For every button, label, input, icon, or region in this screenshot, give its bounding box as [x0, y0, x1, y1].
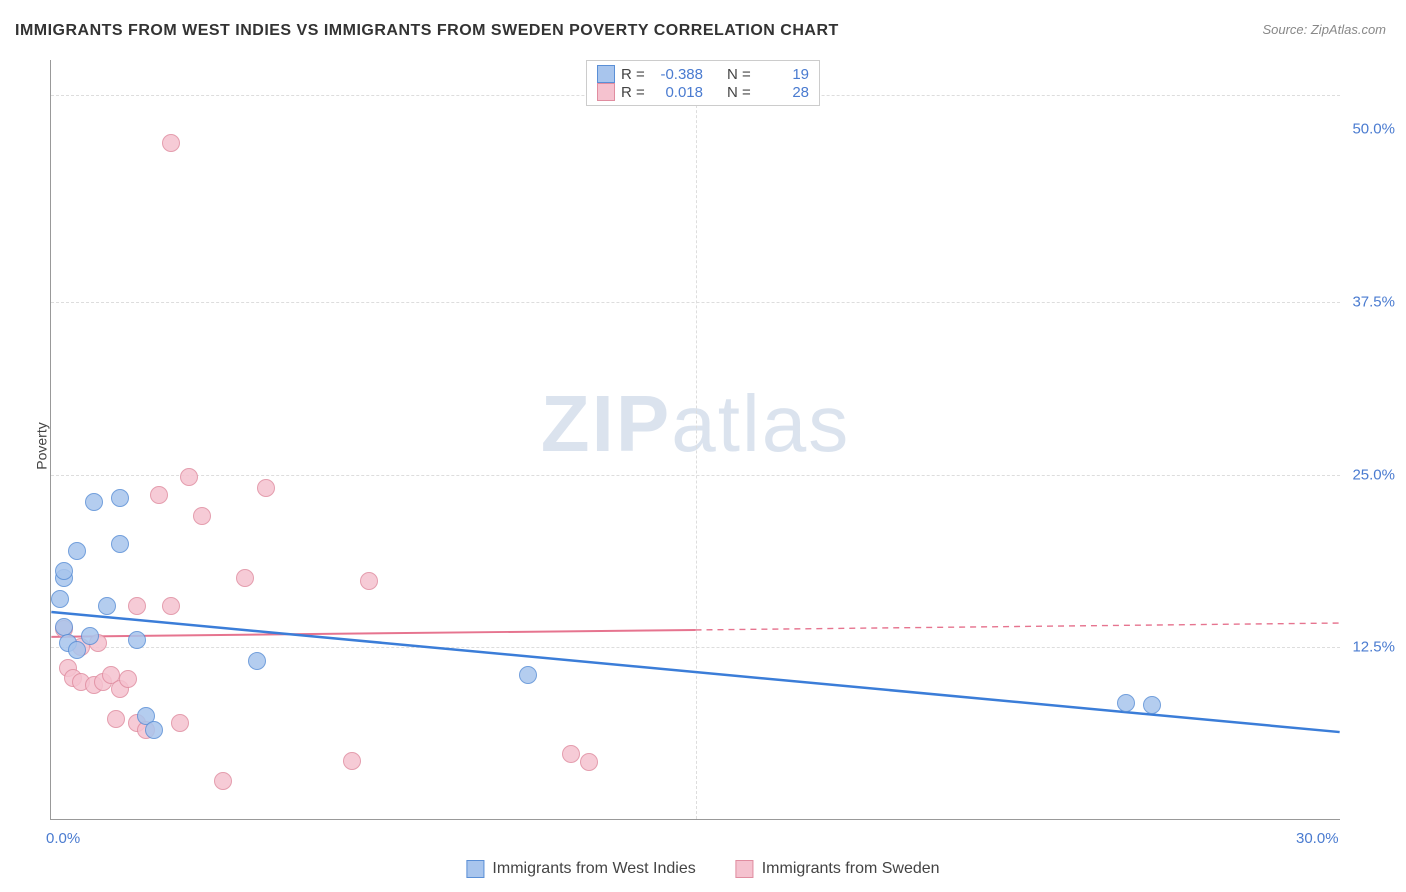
marker-series1 [1143, 696, 1161, 714]
marker-series1 [519, 666, 537, 684]
legend-series: Immigrants from West Indies Immigrants f… [466, 860, 939, 878]
marker-series1 [81, 627, 99, 645]
legend-item-series2: Immigrants from Sweden [736, 860, 940, 878]
legend-row-series1: R = -0.388 N = 19 [597, 65, 809, 83]
marker-series2 [343, 752, 361, 770]
marker-series1 [111, 535, 129, 553]
legend-correlation: R = -0.388 N = 19 R = 0.018 N = 28 [586, 60, 820, 106]
marker-series2 [162, 134, 180, 152]
marker-series1 [55, 562, 73, 580]
marker-series1 [98, 597, 116, 615]
swatch-series1 [597, 65, 615, 83]
source-label: Source: ZipAtlas.com [1262, 22, 1386, 37]
xtick-label: 0.0% [46, 830, 80, 847]
marker-series2 [562, 745, 580, 763]
marker-series2 [214, 772, 232, 790]
marker-series1 [51, 590, 69, 608]
marker-series2 [360, 572, 378, 590]
marker-series2 [162, 597, 180, 615]
marker-series1 [68, 641, 86, 659]
ytick-label: 37.5% [1352, 293, 1395, 310]
chart-title: IMMIGRANTS FROM WEST INDIES VS IMMIGRANT… [15, 22, 839, 40]
marker-series2 [171, 714, 189, 732]
gridline-v [696, 60, 697, 819]
marker-series2 [128, 597, 146, 615]
marker-series2 [236, 569, 254, 587]
marker-series2 [107, 710, 125, 728]
swatch-series2 [736, 860, 754, 878]
marker-series1 [1117, 694, 1135, 712]
marker-series1 [128, 631, 146, 649]
plot-area: ZIPatlas 12.5%25.0%37.5%50.0%0.0%30.0% [50, 60, 1340, 820]
marker-series2 [150, 486, 168, 504]
marker-series1 [85, 493, 103, 511]
marker-series1 [111, 489, 129, 507]
marker-series1 [68, 542, 86, 560]
legend-item-series1: Immigrants from West Indies [466, 860, 695, 878]
ytick-label: 50.0% [1352, 121, 1395, 138]
y-axis-label: Poverty [34, 422, 50, 469]
swatch-series2 [597, 83, 615, 101]
marker-series2 [257, 479, 275, 497]
legend-row-series2: R = 0.018 N = 28 [597, 83, 809, 101]
xtick-label: 30.0% [1296, 830, 1339, 847]
marker-series2 [180, 468, 198, 486]
ytick-label: 12.5% [1352, 639, 1395, 656]
swatch-series1 [466, 860, 484, 878]
marker-series1 [145, 721, 163, 739]
marker-series1 [248, 652, 266, 670]
marker-series2 [193, 507, 211, 525]
ytick-label: 25.0% [1352, 466, 1395, 483]
marker-series1 [55, 618, 73, 636]
marker-series2 [580, 753, 598, 771]
marker-series2 [119, 670, 137, 688]
